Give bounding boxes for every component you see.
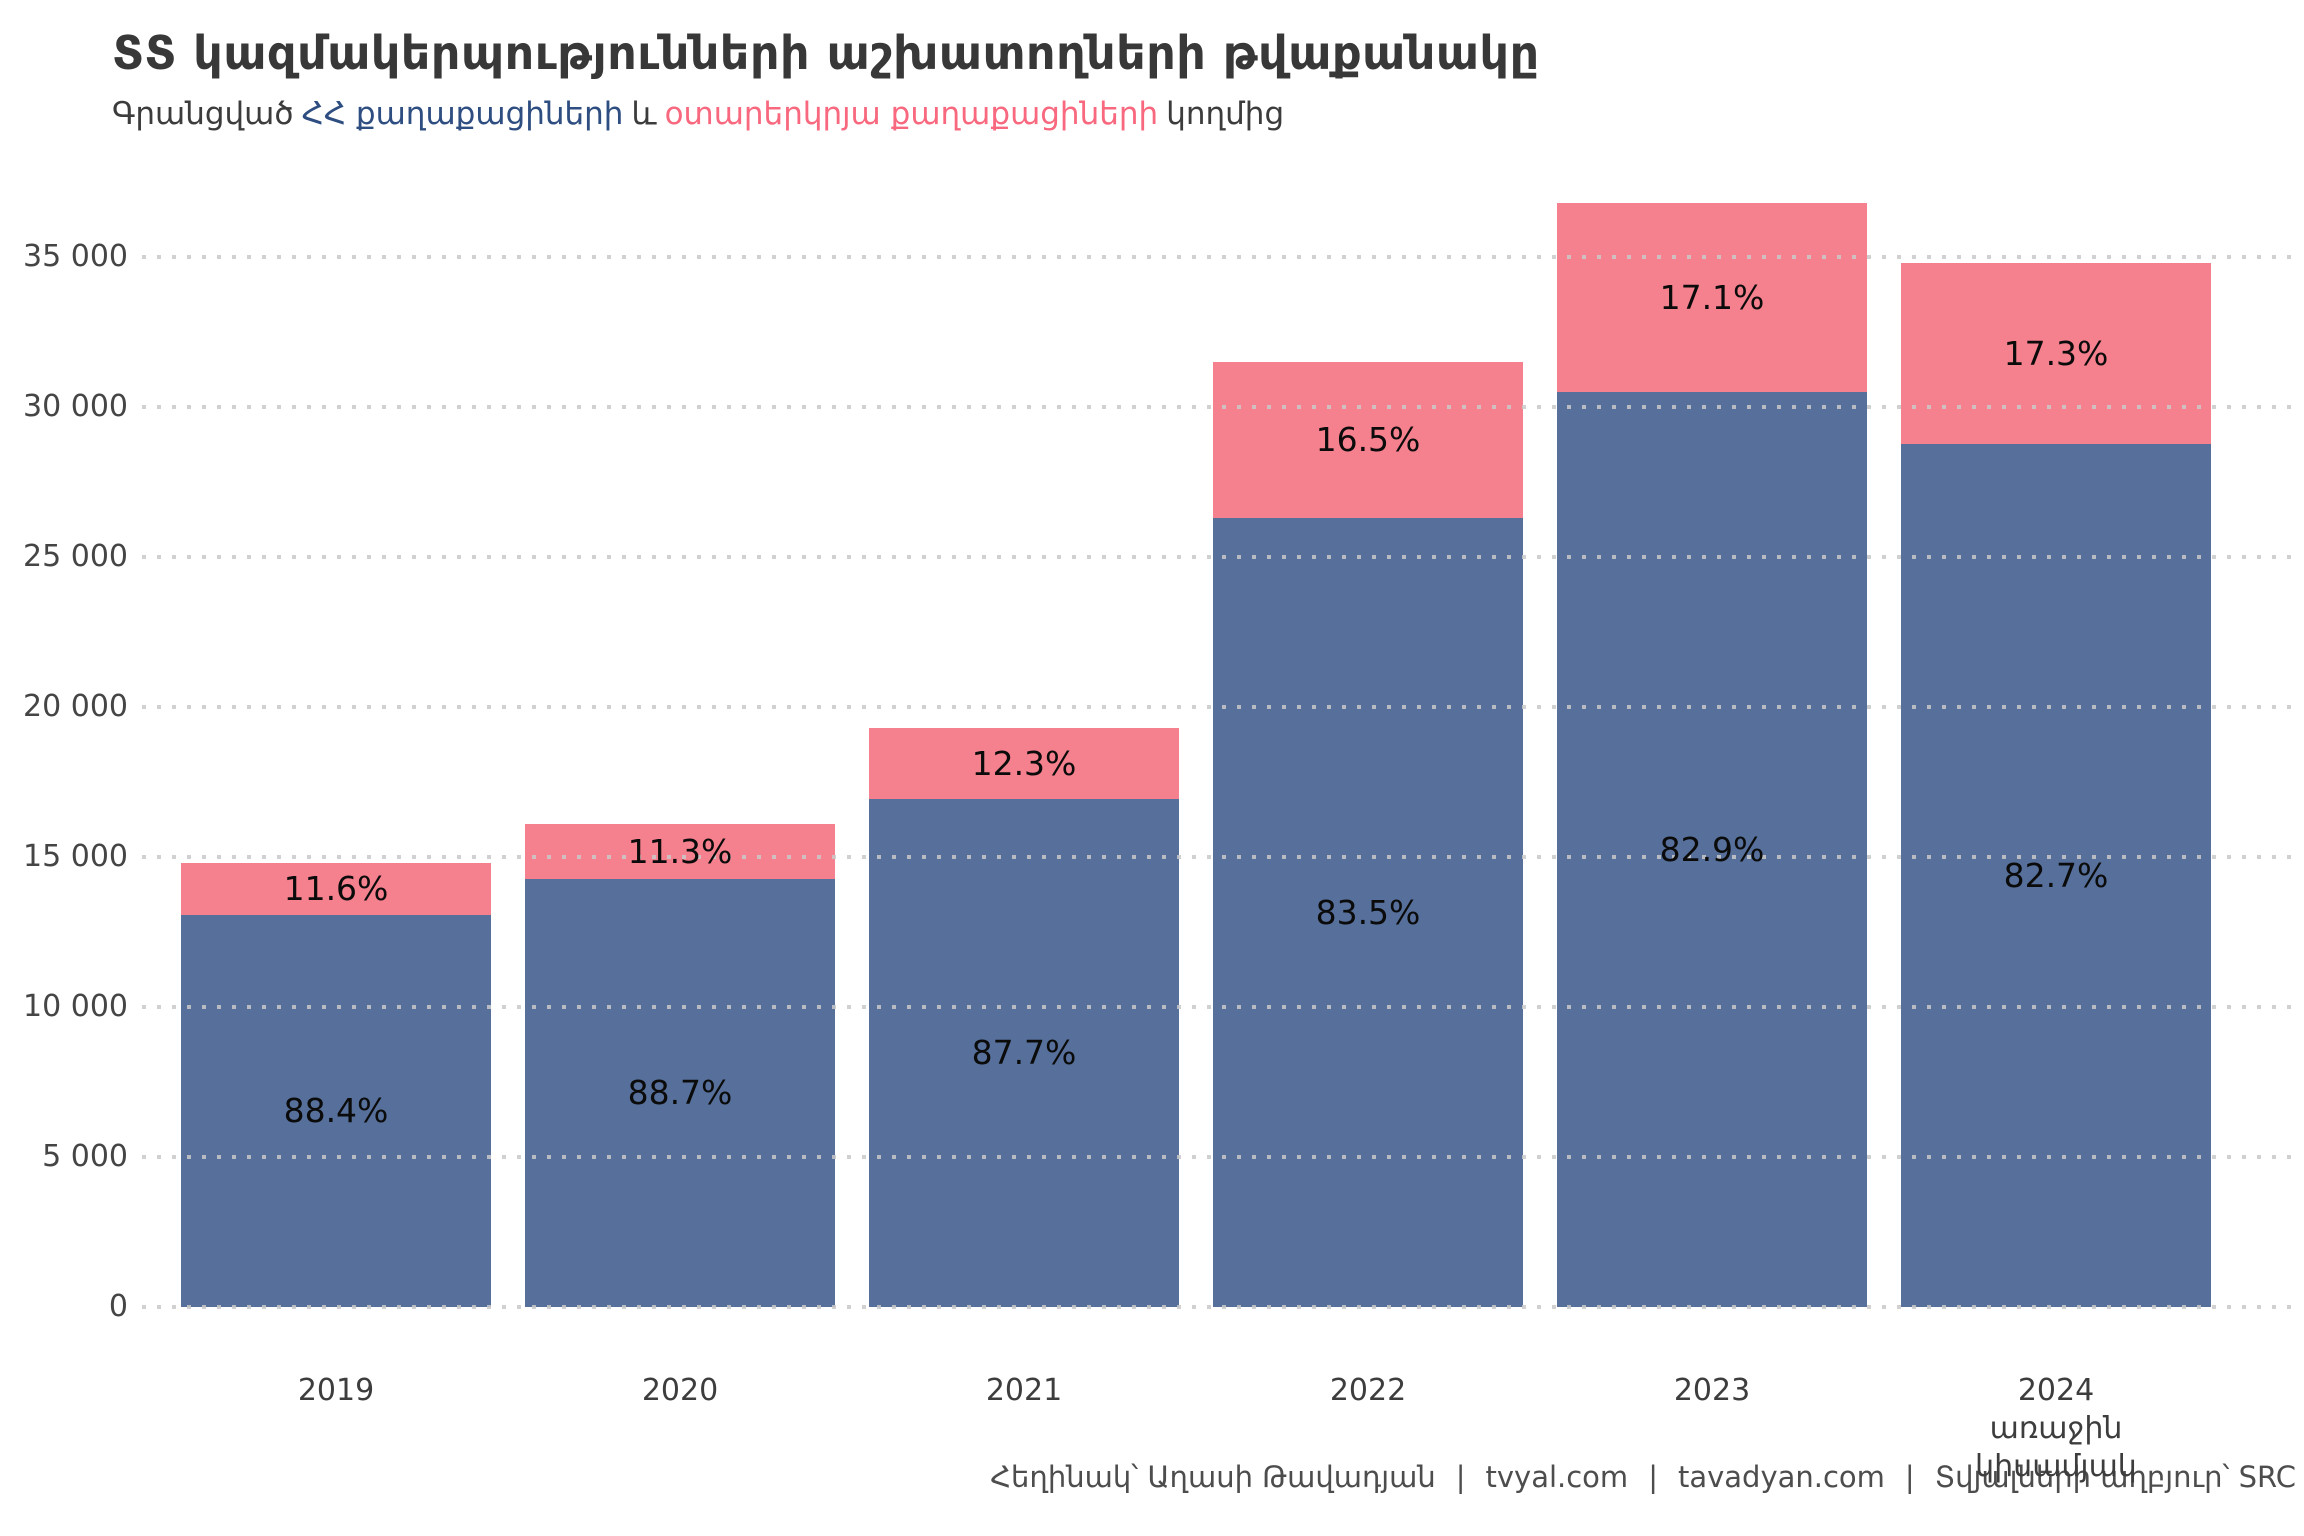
citizens-percent-label: 82.9% — [1659, 829, 1765, 869]
foreigners-percent-label: 17.3% — [2003, 333, 2109, 373]
subtitle-conjunction: և — [631, 96, 657, 132]
y-axis-tick-label: 15 000 — [23, 839, 128, 874]
bar-segment-foreigners-2022 — [1213, 362, 1523, 518]
foreigners-percent-label: 11.6% — [283, 869, 389, 908]
bar-segment-citizens-2021 — [869, 799, 1179, 1307]
footer-divider: | — [1648, 1460, 1658, 1494]
subtitle-foreigners-phrase: օտարերկրյա քաղաքացիների — [664, 96, 1159, 132]
bar-segment-citizens-2019 — [181, 915, 491, 1307]
x-axis-tick-label: 2021 — [985, 1373, 1063, 1408]
gridline-25000 — [142, 555, 2296, 559]
gridline-15000 — [142, 855, 2296, 859]
footer-link-tvyal[interactable]: tvyal.com — [1485, 1460, 1629, 1494]
foreigners-percent-label: 12.3% — [971, 743, 1077, 783]
bar-segment-citizens-2024 — [1901, 444, 2211, 1307]
subtitle-suffix: կողմից — [1166, 96, 1285, 132]
gridline-35000 — [142, 255, 2296, 259]
gridline-5000 — [142, 1155, 2296, 1159]
y-axis-tick-label: 5 000 — [42, 1139, 128, 1174]
footer-source: Տվյալների աղբյուր՝ SRC — [1934, 1460, 2296, 1494]
bar-segment-foreigners-2020 — [525, 824, 835, 879]
y-axis-tick-label: 30 000 — [23, 389, 128, 424]
bar-segment-citizens-2020 — [525, 879, 835, 1307]
y-axis-tick-label: 25 000 — [23, 539, 128, 574]
bar-segment-foreigners-2024 — [1901, 263, 2211, 444]
citizens-percent-label: 88.4% — [283, 1091, 389, 1130]
x-axis-tick-label: 2022 — [1329, 1373, 1407, 1408]
footer-caption: Հեղինակ՝ Աղասի Թավադյան | tvyal.com | tavady… — [990, 1460, 2296, 1494]
footer-divider: | — [1904, 1460, 1915, 1494]
footer-divider: | — [1455, 1460, 1466, 1494]
y-axis-tick-label: 0 — [108, 1289, 128, 1324]
footer-link-tavadyan[interactable]: tavadyan.com — [1677, 1460, 1885, 1494]
bar-segment-foreigners-2019 — [181, 863, 491, 915]
gridline-10000 — [142, 1005, 2296, 1009]
y-axis-tick-label: 35 000 — [23, 239, 128, 274]
citizens-percent-label: 83.5% — [1315, 892, 1421, 932]
chart-subtitle: Գրանցված ՀՀ քաղաքացիների և օտարերկրյա քաղաք… — [112, 96, 1292, 132]
subtitle-prefix: Գրանցված — [112, 96, 294, 132]
gridline-0 — [142, 1305, 2296, 1309]
bar-segment-citizens-2022 — [1213, 518, 1523, 1307]
footer-author: Հեղինակ՝ Աղասի Թավադյան — [990, 1460, 1436, 1494]
citizens-percent-label: 87.7% — [971, 1033, 1077, 1072]
citizens-percent-label: 88.7% — [627, 1073, 733, 1112]
foreigners-percent-label: 16.5% — [1315, 420, 1421, 459]
foreigners-percent-label: 11.3% — [627, 831, 733, 871]
y-axis-tick-label: 10 000 — [23, 989, 128, 1024]
bar-segment-foreigners-2021 — [869, 728, 1179, 799]
bar-segment-foreigners-2023 — [1557, 203, 1867, 392]
x-axis-tick-label: 2023 — [1673, 1373, 1751, 1408]
citizens-percent-label: 82.7% — [2003, 855, 2109, 895]
x-axis-tick-label: 2020 — [641, 1373, 719, 1408]
gridline-30000 — [142, 405, 2296, 409]
foreigners-percent-label: 17.1% — [1659, 277, 1765, 317]
x-axis-tick-label: 2024 առաջին կիսամյակ — [1975, 1373, 2137, 1484]
bar-segment-citizens-2023 — [1557, 392, 1867, 1307]
x-axis-tick-label: 2019 — [297, 1373, 375, 1408]
gridline-20000 — [142, 705, 2296, 709]
y-axis-tick-label: 20 000 — [23, 689, 128, 724]
subtitle-citizens-phrase: ՀՀ քաղաքացիների — [301, 96, 624, 132]
chart-title: ՏՏ կազմակերպությունների աշխատողների թվաք… — [112, 26, 1540, 80]
